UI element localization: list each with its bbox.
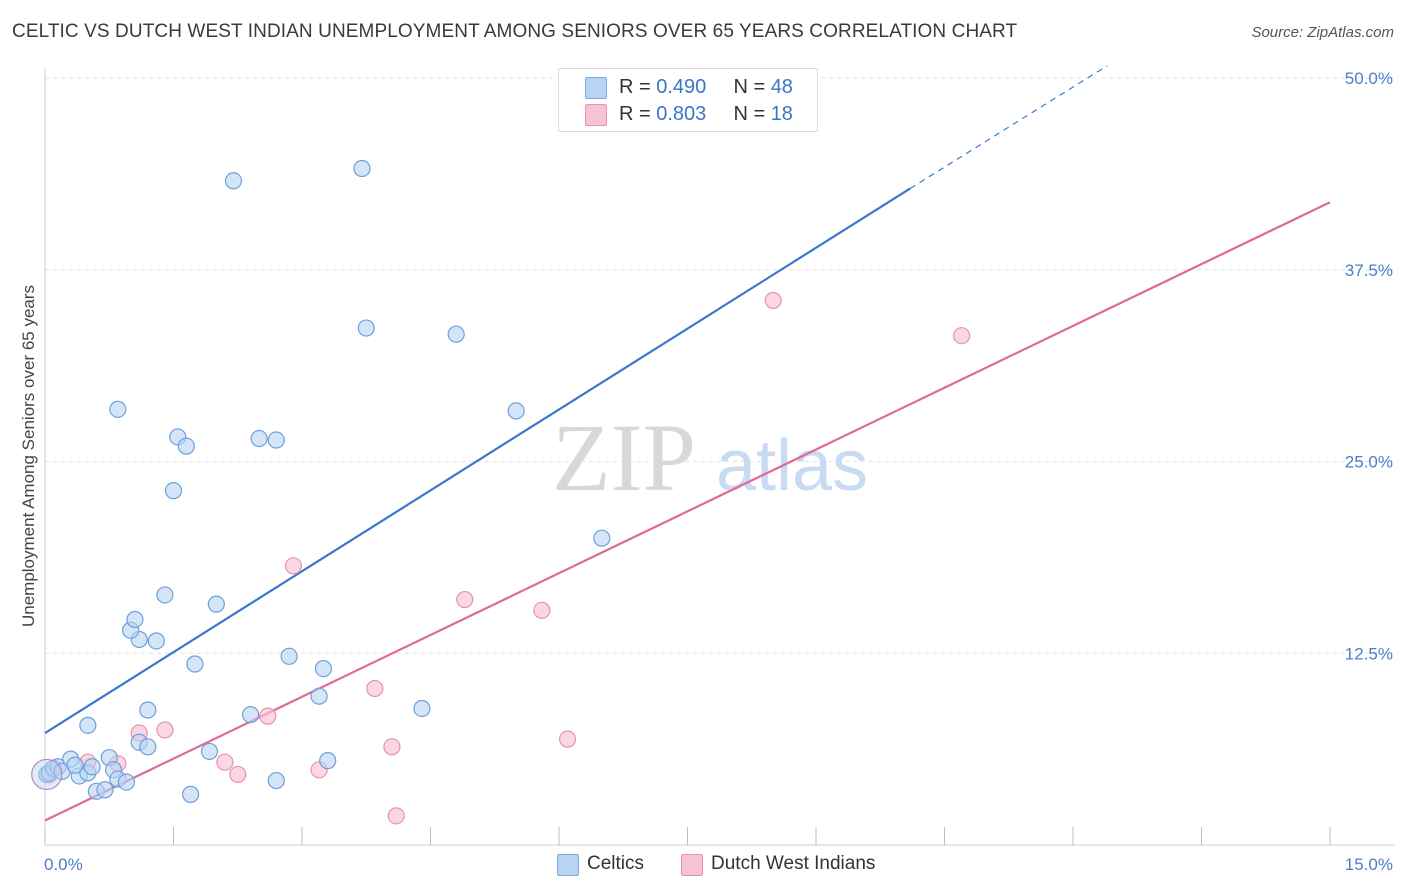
celtics-point [109,400,127,418]
dutch-point [558,730,577,748]
legend-r-label: R = [619,103,657,125]
dutch-point [229,765,247,784]
dutch-point [764,291,782,310]
celtics-point [353,159,371,178]
dutch-point [383,738,401,756]
celtics-point [242,706,260,724]
celtics-point [314,659,333,678]
celtics-point [447,325,465,343]
celtics-point [207,595,225,613]
dutch-legend-swatch [681,854,703,876]
celtics-point [267,771,285,790]
celtics-point [156,586,174,604]
celtics-trend-line [44,187,911,734]
axes-layer [44,68,1395,846]
dutch-point [456,590,474,609]
celtics-point [66,756,84,774]
celtics-point [96,781,114,799]
legend-n-label: N = [733,76,771,98]
celtics-point [83,758,101,776]
dutch-point [284,557,303,575]
celtics-legend-label: Celtics [587,853,645,874]
dutch-point [216,753,234,771]
celtics-swatch [585,77,607,99]
source-credit: Source: ZipAtlas.com [1251,24,1394,41]
celtics-point [267,431,285,449]
y-tick-label: 37.5% [1345,261,1393,280]
celtics-point [224,172,243,190]
celtics-point [280,647,298,665]
legend-r-label: R = [619,76,657,98]
celtics-point [126,610,144,629]
celtics-point [310,687,328,705]
dutch-point [259,707,277,725]
celtics-point [507,402,525,420]
celtics-point [593,529,611,547]
celtics-point [357,319,375,337]
legend-n-value-dutch: 18 [770,103,793,125]
dutch-point [533,601,551,619]
y-tick-label: 25.0% [1345,453,1393,472]
celtics-point [139,701,157,719]
y-tick-label: 50.0% [1345,69,1393,88]
celtics-point [200,742,219,761]
celtics-point [79,716,97,734]
watermark-zip: ZIP [552,404,696,511]
dutch-point [387,807,405,825]
cluster-point [31,758,63,791]
watermark-atlas: atlas [716,426,868,506]
legend-n-value-celtics: 48 [770,76,793,98]
y-axis-title: Unemployment Among Seniors over 65 years [19,285,38,627]
celtics-legend-swatch [557,854,579,876]
celtics-point [250,429,268,448]
celtics-point [319,752,337,770]
x-tick-label-min: 0.0% [44,855,83,874]
celtics-point [177,437,195,455]
celtics-trend-extension [909,65,1108,189]
dutch-point [156,721,174,739]
celtics-point [164,482,183,500]
dutch-point [366,679,384,698]
dutch-point [953,327,971,345]
dutch-trend-line [44,201,1331,822]
trend-layer [44,65,1331,822]
correlation-legend: R = 0.490 N = 48 R = 0.803 N = 18 [558,68,818,132]
celtics-point [147,632,165,650]
y-tick-label: 12.5% [1345,644,1393,663]
celtics-point [413,699,431,718]
legend-r-value-dutch: 0.803 [656,103,707,125]
watermark: ZIP atlas [552,404,868,511]
legend-r-value-celtics: 0.490 [656,76,707,98]
x-tick-label-max: 15.0% [1345,855,1393,874]
celtics-point [139,738,157,756]
legend-n-label: N = [733,103,771,125]
celtics-point [182,785,200,803]
chart-title: CELTIC VS DUTCH WEST INDIAN UNEMPLOYMENT… [12,21,1018,42]
labels-layer: 12.5% 25.0% 37.5% 50.0% 0.0% 15.0% Unemploymen… [19,69,1393,874]
dutch-legend-label: Dutch West Indians [711,853,876,874]
grid-layer [45,77,1395,654]
celtics-point [117,773,135,791]
dutch-swatch [585,104,607,126]
celtics-point [186,655,204,673]
points-layer [31,159,971,825]
